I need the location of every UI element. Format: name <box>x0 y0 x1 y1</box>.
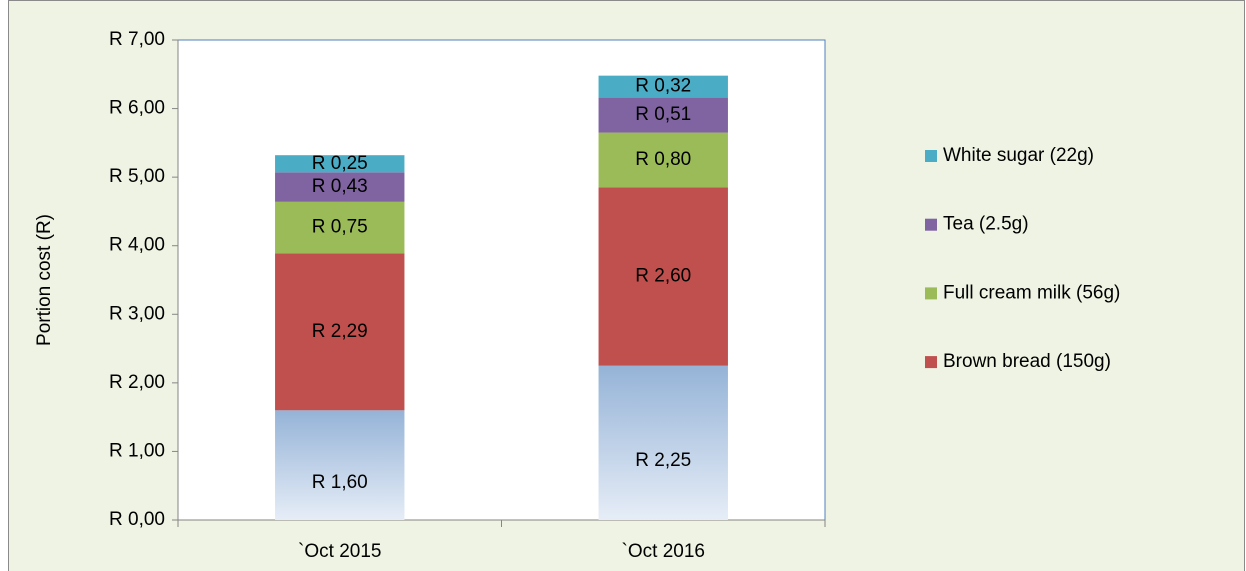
value-label: R 0,75 <box>312 217 368 238</box>
bar-segment <box>275 172 405 202</box>
legend-label: Full cream milk (56g) <box>943 282 1120 303</box>
y-tick-label: R 3,00 <box>109 303 165 324</box>
y-tick-label: R 1,00 <box>109 440 165 461</box>
bar-segment <box>598 187 728 366</box>
value-label: R 2,29 <box>312 321 368 342</box>
bar-segment <box>598 132 728 188</box>
legend-swatch <box>925 356 937 369</box>
legend-swatch <box>925 150 937 162</box>
value-label: R 2,60 <box>635 266 691 287</box>
bar-segment <box>275 155 405 173</box>
y-tick-label: R 0,00 <box>109 509 165 530</box>
legend-label: White sugar (22g) <box>943 145 1094 166</box>
legend-swatch <box>925 287 937 300</box>
y-axis-label: Portion cost (R) <box>34 214 55 346</box>
y-tick-label: R 4,00 <box>109 235 165 256</box>
value-label: R 0,80 <box>635 149 691 170</box>
value-label: R 1,60 <box>312 472 368 493</box>
bar-segment <box>598 97 728 133</box>
bar-segment <box>275 201 405 254</box>
legend-label: Brown bread (150g) <box>943 351 1111 372</box>
value-label: R 0,51 <box>635 104 691 125</box>
value-label: R 2,25 <box>635 450 691 471</box>
bar-segment <box>275 253 405 411</box>
y-tick-label: R 2,00 <box>109 372 165 393</box>
x-tick-label: `Oct 2016 <box>622 541 705 562</box>
bar-segment <box>598 365 728 520</box>
x-tick-label: `Oct 2015 <box>298 541 381 562</box>
bar-segment <box>598 75 728 98</box>
value-label: R 0,25 <box>312 153 368 174</box>
y-tick-label: R 7,00 <box>109 29 165 50</box>
legend-label: Tea (2.5g) <box>943 214 1029 235</box>
value-label: R 0,32 <box>635 76 691 97</box>
value-label: R 0,43 <box>312 176 368 197</box>
legend-swatch <box>925 218 937 231</box>
y-tick-label: R 6,00 <box>109 98 165 119</box>
y-tick-label: R 5,00 <box>109 166 165 187</box>
bar-segment <box>275 410 405 520</box>
